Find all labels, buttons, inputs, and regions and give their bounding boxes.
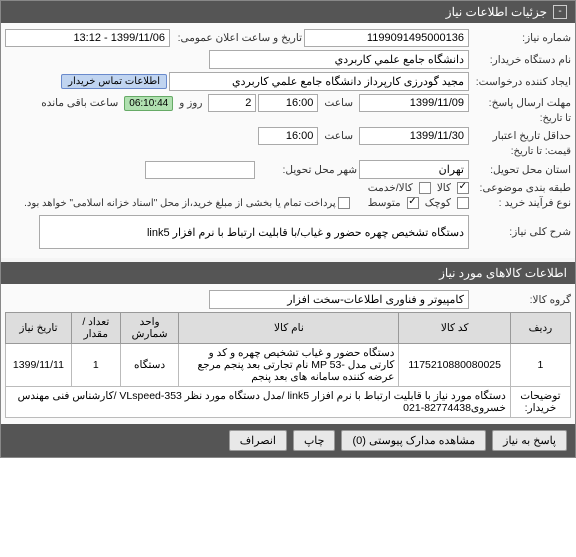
pub-date-label: تاریخ و ساعت اعلان عمومی:	[172, 32, 302, 44]
pay-note: پرداخت تمام یا بخشی از مبلغ خرید،از محل …	[24, 198, 336, 209]
form-area: شماره نیاز: 1199091495000136 تاریخ و ساع…	[1, 23, 575, 258]
process-small-label: کوچک	[421, 197, 455, 209]
panel-header: - جزئیات اطلاعات نیاز	[1, 1, 575, 23]
col-qty: تعداد / مقدار	[71, 313, 120, 344]
panel-title: جزئیات اطلاعات نیاز	[446, 5, 547, 19]
need-desc-field: دستگاه تشخیص چهره حضور و غیاب/با قابلیت …	[39, 215, 469, 249]
creator-field: مجید گودرزی کارپرداز دانشگاه جامع علمي ك…	[169, 72, 469, 91]
treasury-checkbox[interactable]	[338, 197, 350, 209]
goods-checkbox[interactable]	[457, 182, 469, 194]
process-medium-label: متوسط	[364, 197, 405, 209]
process-medium-checkbox[interactable]	[407, 197, 419, 209]
cell-date: 1399/11/11	[6, 344, 72, 387]
deadline-time-field: 16:00	[258, 94, 318, 112]
footer-bar: پاسخ به نیاز مشاهده مدارک پیوستی (0) چاپ…	[1, 424, 575, 457]
service-checkbox[interactable]	[419, 182, 431, 194]
deadline-date-field: 1399/11/09	[359, 94, 469, 112]
remain-time-badge: 06:10:44	[124, 96, 173, 111]
remain-days-field: 2	[208, 94, 256, 112]
creator-label: ایجاد کننده درخواست:	[471, 76, 571, 88]
buyer-desc: دستگاه مورد نیاز با قابلیت ارتباط با نرم…	[6, 387, 511, 418]
collapse-icon[interactable]: -	[553, 5, 567, 19]
cell-code: 1175210880080025	[399, 344, 510, 387]
deadline-label: مهلت ارسال پاسخ:	[471, 97, 571, 109]
desc-row: توضیحات خریدار: دستگاه مورد نیاز با قابل…	[6, 387, 571, 418]
price-until-label: قیمت: تا تاریخ:	[471, 146, 571, 157]
cell-idx: 1	[510, 344, 570, 387]
contact-button[interactable]: اطلاعات تماس خریدار	[61, 74, 167, 89]
col-name: نام کالا	[179, 313, 399, 344]
req-no-label: شماره نیاز:	[471, 32, 571, 44]
pub-date-field: 1399/11/06 - 13:12	[5, 29, 170, 47]
cell-name: دستگاه حضور و غیاب تشخیص چهره و کد و کار…	[179, 344, 399, 387]
items-section-header: اطلاعات کالاهای مورد نیاز	[1, 262, 575, 284]
items-table: ردیف کد کالا نام کالا واحد شمارش تعداد /…	[5, 312, 571, 418]
province-label: استان محل تحویل:	[471, 164, 571, 176]
table-row: 1 1175210880080025 دستگاه حضور و غیاب تش…	[6, 344, 571, 387]
close-button[interactable]: انصراف	[229, 430, 287, 451]
attachments-button[interactable]: مشاهده مدارک پیوستی (0)	[341, 430, 486, 451]
cell-qty: 1	[71, 344, 120, 387]
reply-button[interactable]: پاسخ به نیاز	[492, 430, 567, 451]
col-unit: واحد شمارش	[120, 313, 179, 344]
goods-label: کالا	[433, 182, 455, 194]
process-small-checkbox[interactable]	[457, 197, 469, 209]
col-idx: ردیف	[510, 313, 570, 344]
group-label: گروه کالا:	[471, 294, 571, 306]
remain-time-label: ساعت باقی مانده	[37, 97, 122, 109]
city-field	[145, 161, 255, 179]
remain-days-label: روز و	[175, 97, 206, 109]
time-label-2: ساعت	[320, 130, 357, 142]
validity-label: حداقل تاریخ اعتبار	[471, 130, 571, 142]
col-code: کد کالا	[399, 313, 510, 344]
buyer-org-field: دانشگاه جامع علمي كاربردي	[209, 50, 469, 69]
buyer-desc-label: توضیحات خریدار:	[510, 387, 570, 418]
validity-time-field: 16:00	[258, 127, 318, 145]
until-label: تا تاریخ:	[471, 113, 571, 124]
req-no-field: 1199091495000136	[304, 29, 469, 47]
budget-label: طبقه بندی موضوعی:	[471, 182, 571, 194]
buyer-org-label: نام دستگاه خریدار:	[471, 54, 571, 66]
city-label: شهر محل تحویل:	[257, 164, 357, 176]
validity-date-field: 1399/11/30	[359, 127, 469, 145]
service-label: کالا/خدمت	[364, 182, 417, 194]
cell-unit: دستگاه	[120, 344, 179, 387]
col-date: تاریخ نیاز	[6, 313, 72, 344]
time-label-1: ساعت	[320, 97, 357, 109]
group-field: کامپیوتر و فناوری اطلاعات-سخت افزار	[209, 290, 469, 309]
print-button[interactable]: چاپ	[293, 430, 336, 451]
process-label: نوع فرآیند خرید :	[471, 197, 571, 209]
need-desc-label: شرح کلی نیاز:	[471, 226, 571, 238]
province-field: تهران	[359, 160, 469, 179]
